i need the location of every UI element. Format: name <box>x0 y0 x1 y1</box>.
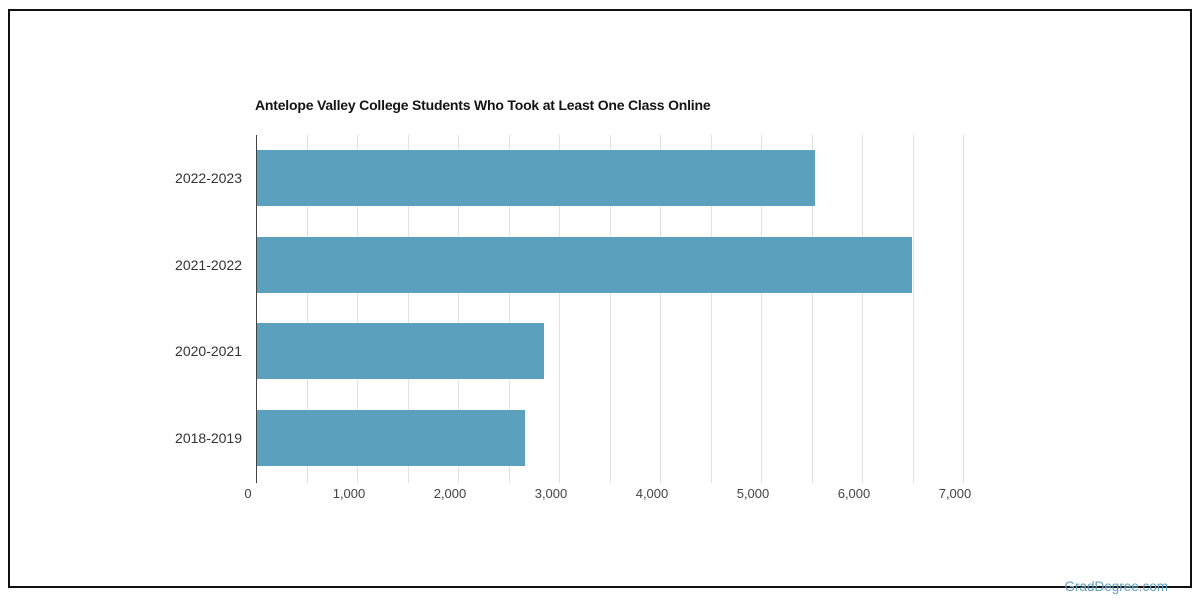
watermark-link[interactable]: GradDegree.com <box>1064 579 1168 594</box>
gridline <box>508 135 510 483</box>
bar-2018-2019 <box>257 409 525 466</box>
gridline <box>306 135 308 483</box>
x-tick-label-2,000: 2,000 <box>433 486 467 501</box>
gridline <box>357 135 358 483</box>
x-tick-label-0: 0 <box>244 486 252 501</box>
gridline <box>407 135 409 483</box>
gridline <box>912 135 914 483</box>
x-tick-label-6,000: 6,000 <box>837 486 871 501</box>
x-tick-label-3,000: 3,000 <box>534 486 568 501</box>
gridline <box>862 135 863 483</box>
gridline <box>660 135 661 483</box>
gridline <box>609 135 611 483</box>
x-tick-label-7,000: 7,000 <box>938 486 972 501</box>
bar-2020-2021 <box>257 323 544 380</box>
y-axis-line <box>256 135 257 483</box>
x-tick-label-1,000: 1,000 <box>332 486 366 501</box>
bar-2022-2023 <box>257 150 815 207</box>
category-label-2018-2019: 2018-2019 <box>175 429 242 446</box>
chart-title: Antelope Valley College Students Who Too… <box>255 97 711 113</box>
gridline <box>710 135 712 483</box>
category-label-2021-2022: 2021-2022 <box>175 256 242 273</box>
gridline <box>458 135 459 483</box>
chart-frame: Antelope Valley College Students Who Too… <box>8 9 1192 594</box>
gridline <box>761 135 762 483</box>
bar-2021-2022 <box>257 236 912 293</box>
category-label-2020-2021: 2020-2021 <box>175 343 242 360</box>
gridline <box>559 135 560 483</box>
plot-area <box>256 135 964 483</box>
gridline <box>811 135 813 483</box>
gridline <box>963 135 964 483</box>
category-label-2022-2023: 2022-2023 <box>175 170 242 187</box>
x-tick-label-5,000: 5,000 <box>736 486 770 501</box>
x-tick-label-4,000: 4,000 <box>635 486 669 501</box>
